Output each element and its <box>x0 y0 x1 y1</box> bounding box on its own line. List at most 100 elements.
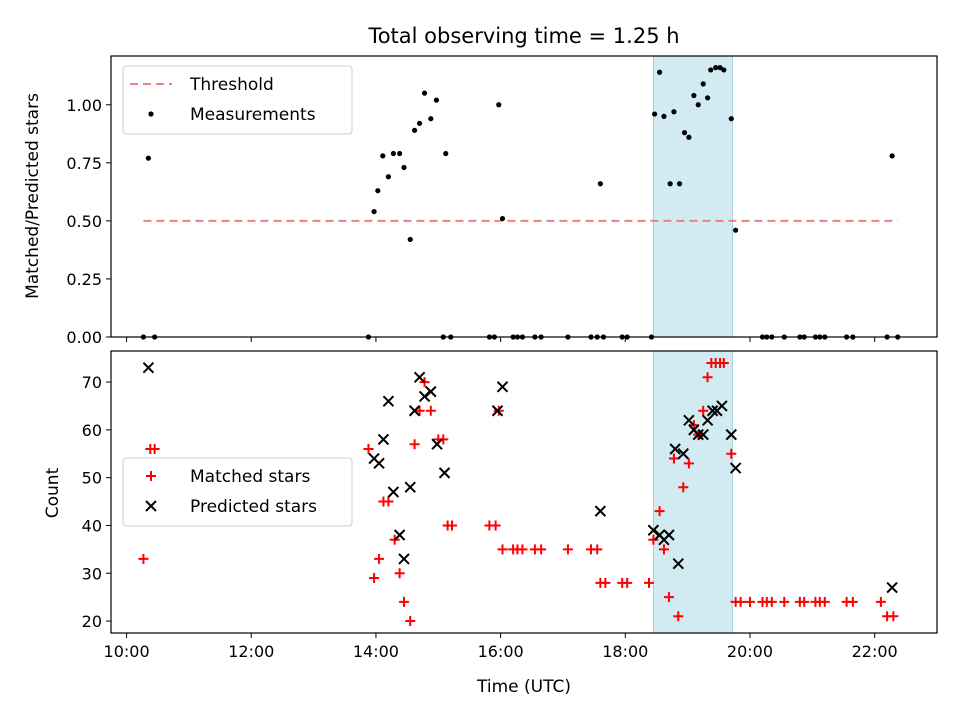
data-point <box>847 596 858 607</box>
legend-label: Matched stars <box>190 467 310 487</box>
data-point <box>377 433 390 446</box>
data-point <box>496 381 509 393</box>
data-point <box>654 506 665 517</box>
data-point <box>706 405 719 417</box>
data-point <box>663 592 674 603</box>
data-point <box>721 67 727 73</box>
data-point <box>708 67 714 73</box>
bottom-panel-star-counts: 20 30 40 50 60 70 10:00 12:00 14:00 16:00 18:00 20:… <box>82 350 938 661</box>
data-point <box>886 581 898 594</box>
data-point <box>726 448 737 459</box>
data-point <box>401 164 407 171</box>
data-point <box>677 448 689 460</box>
data-point <box>405 616 416 627</box>
legend-label: Threshold <box>189 75 274 95</box>
data-point <box>397 150 403 157</box>
data-point <box>418 390 431 403</box>
data-point <box>889 153 895 159</box>
data-point <box>648 534 659 545</box>
bottom-y-axis-label: Count <box>43 467 63 518</box>
data-point <box>888 611 899 622</box>
data-point <box>622 577 633 588</box>
y-tick-label: 20 <box>82 612 102 631</box>
data-point <box>717 65 723 71</box>
data-point <box>729 462 742 474</box>
highlight-span <box>652 350 733 634</box>
data-point <box>373 457 385 470</box>
data-point <box>678 482 689 493</box>
data-point <box>390 150 396 157</box>
data-point <box>698 405 709 416</box>
data-point <box>672 557 684 570</box>
data-point <box>421 90 428 96</box>
data-point <box>700 81 706 87</box>
data-point <box>766 596 777 607</box>
data-point <box>713 65 719 71</box>
legend-box <box>122 65 353 135</box>
data-point <box>668 453 679 464</box>
data-point <box>145 155 152 161</box>
axes-frame <box>110 55 938 338</box>
y-tick-label: 50 <box>82 469 102 488</box>
data-point <box>408 405 421 417</box>
data-point <box>497 544 508 555</box>
data-point <box>819 596 830 607</box>
legend-label: Predicted stars <box>190 497 317 517</box>
data-point <box>496 102 502 108</box>
data-point <box>431 438 443 450</box>
data-point <box>697 428 709 441</box>
data-point <box>517 544 528 555</box>
x-tick-label: 16:00 <box>478 642 524 661</box>
data-point <box>744 596 755 607</box>
data-point <box>138 553 149 564</box>
data-point <box>428 116 434 122</box>
legend-marker <box>146 471 156 481</box>
data-point <box>728 116 734 122</box>
data-point <box>718 357 729 368</box>
data-point <box>443 150 449 157</box>
data-point <box>643 577 654 588</box>
data-point <box>409 439 420 450</box>
x-tick-label: 20:00 <box>727 642 773 661</box>
data-point <box>387 486 400 498</box>
data-point <box>375 188 381 194</box>
x-tick-label: 14:00 <box>353 642 399 661</box>
data-point <box>562 544 573 555</box>
chart-title: Total observing time = 1.25 h <box>367 24 679 48</box>
data-point <box>369 573 380 584</box>
data-point <box>413 371 426 383</box>
series-predicted-stars <box>142 362 898 594</box>
data-point <box>398 553 410 565</box>
data-point <box>676 181 683 187</box>
data-point <box>380 153 386 159</box>
data-point <box>407 236 413 243</box>
data-point <box>673 611 684 622</box>
data-point <box>594 505 607 517</box>
series-matched-stars <box>138 357 899 627</box>
y-tick-label: 70 <box>82 373 102 392</box>
data-point <box>414 405 425 416</box>
data-point <box>683 458 694 469</box>
data-point <box>385 174 392 180</box>
data-point <box>725 428 737 441</box>
y-tick-label: 30 <box>82 564 102 583</box>
data-point <box>416 120 423 126</box>
top-panel-matched-predicted-ratio: 0.00 0.25 0.50 0.75 1.00 Threshold Measurement… <box>66 55 938 347</box>
data-point <box>702 372 713 383</box>
y-tick-label: 0.50 <box>66 212 102 231</box>
data-point <box>683 414 695 427</box>
data-point <box>425 385 437 398</box>
axes-frame <box>110 350 938 634</box>
data-point <box>499 215 506 222</box>
y-tick-label: 1.00 <box>66 96 102 115</box>
data-point <box>691 92 697 99</box>
data-point <box>733 227 739 233</box>
data-point <box>669 443 681 455</box>
data-point <box>652 111 658 117</box>
data-point <box>592 544 603 555</box>
data-point <box>394 568 405 579</box>
data-point <box>491 405 504 417</box>
legend-marker <box>145 500 157 512</box>
data-point <box>671 109 677 115</box>
x-tick-label: 22:00 <box>852 642 898 661</box>
